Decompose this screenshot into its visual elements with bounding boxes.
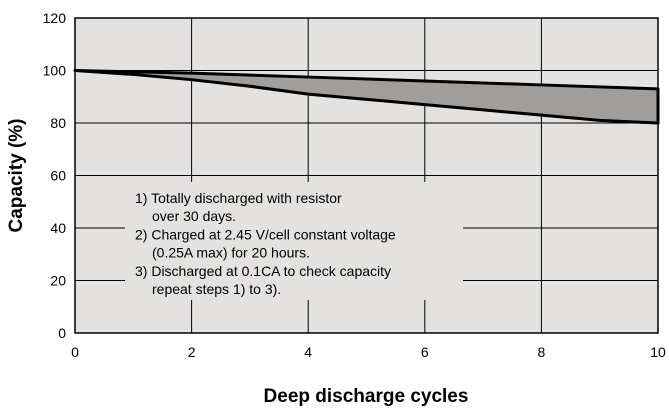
y-tick-label-20: 20	[50, 273, 66, 289]
note-line-3: 2) Charged at 2.45 V/cell constant volta…	[135, 226, 396, 242]
note-line-1: 1) Totally discharged with resistor	[135, 190, 342, 206]
y-axis-title: Capacity (%)	[6, 118, 27, 232]
note-line-2: over 30 days.	[152, 208, 236, 224]
note-line-5: 3) Discharged at 0.1CA to check capacity	[135, 263, 391, 279]
note-line-4: (0.25A max) for 20 hours.	[152, 245, 310, 261]
procedure-note: 1) Totally discharged with resistor over …	[125, 182, 463, 300]
x-tick-label-0: 0	[71, 344, 79, 360]
x-tick-label-10: 10	[650, 344, 666, 360]
y-tick-label-80: 80	[50, 115, 66, 131]
x-tick-label-6: 6	[421, 344, 429, 360]
note-background	[125, 182, 463, 300]
y-tick-label-40: 40	[50, 220, 66, 236]
x-tick-label-8: 8	[538, 344, 546, 360]
plot-border	[74, 17, 659, 334]
y-tick-label-0: 0	[58, 325, 66, 341]
y-tick-label-120: 120	[43, 10, 67, 26]
x-axis-title: Deep discharge cycles	[264, 386, 469, 407]
y-tick-label-60: 60	[50, 168, 66, 184]
x-tick-label-2: 2	[188, 344, 196, 360]
note-line-6: repeat steps 1) to 3).	[152, 281, 281, 297]
capacity-band	[73, 69, 660, 125]
note-lines: 1) Totally discharged with resistor over …	[135, 190, 396, 297]
x-tick-label-4: 4	[304, 344, 312, 360]
y-tick-label-100: 100	[43, 63, 67, 79]
